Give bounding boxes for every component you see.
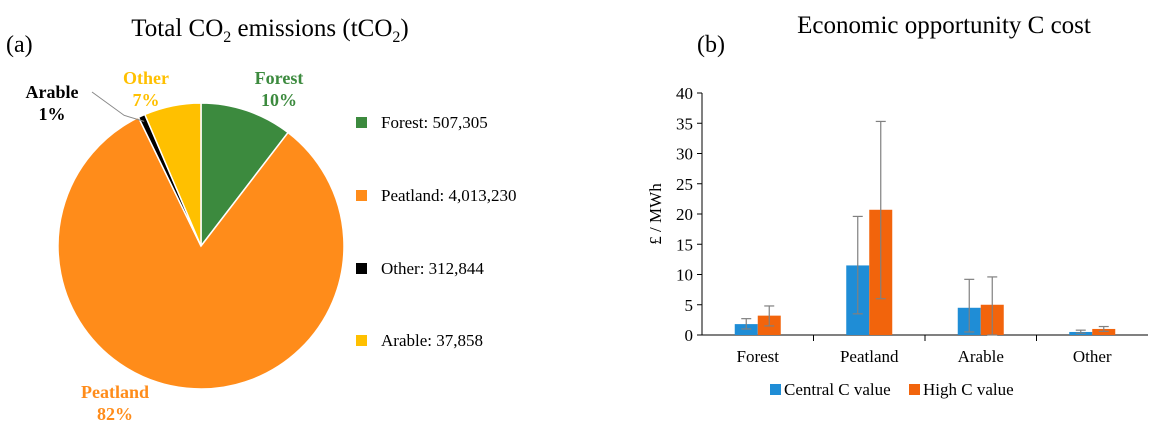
- y-tick-label: 15: [676, 235, 693, 254]
- pie-legend-swatch-other: [356, 335, 367, 346]
- x-tick-label-peatland: Peatland: [840, 347, 899, 366]
- pie-legend-label-peatland: Peatland: 4,013,230: [381, 186, 517, 205]
- pie-percent-peatland: 82%: [97, 404, 133, 424]
- pie-legend-swatch-forest: [356, 117, 367, 128]
- x-tick-label-arable: Arable: [958, 347, 1004, 366]
- pie-percent-arable: 1%: [39, 104, 66, 124]
- pie-legend-label-arable: Other: 312,844: [381, 259, 484, 278]
- pie-title-end: ): [400, 15, 408, 42]
- bar-legend-swatch-high: [909, 384, 920, 395]
- pie-title-sub: 2: [223, 29, 231, 46]
- bar-forest-central: [734, 324, 758, 335]
- y-tick-label: 30: [676, 145, 693, 164]
- pie-slice-other: [143, 102, 202, 247]
- pie-label-forest: Forest: [255, 68, 304, 88]
- y-tick-label: 40: [676, 84, 693, 103]
- pie-percent-other: 7%: [133, 90, 160, 110]
- y-tick-label: 25: [676, 175, 693, 194]
- x-tick-label-other: Other: [1073, 347, 1112, 366]
- pie-legend-label-other: Arable: 37,858: [381, 331, 483, 350]
- pie-title-main: Total CO: [131, 15, 223, 42]
- pie-percent-forest: 10%: [261, 90, 297, 110]
- y-tick-label: 20: [676, 205, 693, 224]
- y-tick-label: 5: [685, 296, 694, 315]
- pie-title-tail: emissions (tCO: [231, 15, 392, 42]
- bar-title: Economic opportunity C cost: [797, 12, 1091, 39]
- pie-legend-swatch-peatland: [356, 190, 367, 201]
- y-tick-label: 10: [676, 266, 693, 285]
- pie-slice-forest: [200, 102, 290, 249]
- pie-legend: Forest: 507,305 Peatland: 4,013,230 Other:…: [356, 113, 517, 350]
- pie-legend-label-forest: Forest: 507,305: [381, 113, 488, 132]
- panel-a-label: (a): [6, 32, 33, 58]
- pie-label-other: Other: [123, 68, 169, 88]
- pie-label-peatland: Peatland: [81, 382, 149, 402]
- x-tick-label-forest: Forest: [737, 347, 780, 366]
- pie-slice-peatland: [57, 116, 345, 390]
- y-axis-label: £ / MWh: [646, 183, 665, 245]
- y-tick-label: 0: [685, 326, 694, 345]
- pie-legend-swatch-arable: [356, 263, 367, 274]
- pie-leader-line: [91, 91, 145, 122]
- bar-legend-label-central: Central C value: [784, 380, 891, 399]
- pie-chart: [57, 102, 345, 390]
- bar-legend-swatch-central: [770, 384, 781, 395]
- pie-title-tail-sub: 2: [392, 29, 400, 46]
- bar-other-high: [1092, 328, 1116, 335]
- y-tick-label: 35: [676, 114, 693, 133]
- pie-title: Total CO2 emissions (tCO2): [131, 15, 408, 46]
- panel-b-label: (b): [697, 32, 725, 58]
- bar-legend-label-high: High C value: [923, 380, 1014, 399]
- pie-label-arable: Arable: [26, 82, 79, 102]
- bar-chart: 0 5 10 15 20 25 30 35 40 £ / MWh Forest Peatland Ara…: [646, 84, 1148, 399]
